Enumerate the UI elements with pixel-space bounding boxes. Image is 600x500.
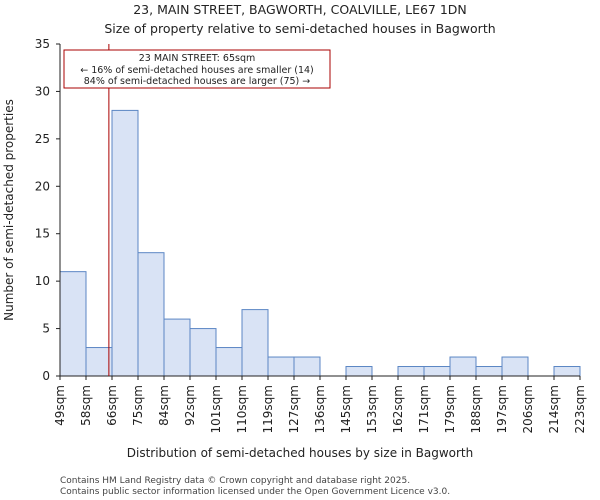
x-tick-label: 136sqm	[313, 385, 327, 433]
y-tick-label: 15	[35, 227, 50, 241]
footer-line-1: Contains HM Land Registry data © Crown c…	[60, 476, 410, 486]
x-tick-label: 119sqm	[261, 385, 275, 433]
bar-101sqm	[215, 347, 243, 377]
annotation-line-3: 84% of semi-detached houses are larger (…	[84, 76, 311, 87]
bar-49sqm	[59, 271, 87, 377]
bar-66sqm	[111, 109, 139, 377]
bar-197sqm	[501, 356, 529, 377]
x-tick-label: 171sqm	[417, 385, 431, 433]
y-axis-ticks: 0 5 10 15 20 25 30 35	[35, 37, 60, 383]
bars-group	[59, 109, 581, 377]
y-tick-label: 25	[35, 132, 50, 146]
bar-58sqm	[85, 347, 113, 377]
y-axis-label: Number of semi-detached properties	[2, 99, 16, 321]
bar-84sqm	[163, 318, 191, 377]
bar-92sqm	[189, 328, 217, 377]
x-tick-label: 127sqm	[287, 385, 301, 433]
y-tick-label: 0	[42, 369, 50, 383]
footer-line-2: Contains public sector information licen…	[60, 487, 450, 497]
x-tick-label: 197sqm	[495, 385, 509, 433]
x-tick-label: 110sqm	[235, 385, 249, 433]
bar-127sqm	[293, 356, 321, 377]
x-tick-label: 101sqm	[209, 385, 223, 433]
x-tick-label: 92sqm	[183, 385, 197, 426]
annotation-box	[63, 49, 331, 89]
bar-188sqm	[475, 366, 503, 377]
x-tick-label: 145sqm	[339, 385, 353, 433]
annotation-line-1: 23 MAIN STREET: 65sqm	[139, 53, 255, 64]
chart-subtitle: Size of property relative to semi-detach…	[104, 21, 495, 36]
bar-179sqm	[449, 356, 477, 377]
y-tick-label: 30	[35, 84, 50, 98]
x-tick-label: 162sqm	[391, 385, 405, 433]
bar-110sqm	[241, 309, 269, 377]
x-tick-label: 84sqm	[157, 385, 171, 426]
x-tick-label: 58sqm	[79, 385, 93, 426]
y-tick-label: 20	[35, 179, 50, 193]
x-tick-label: 49sqm	[53, 385, 67, 426]
x-tick-label: 214sqm	[547, 385, 561, 433]
chart-title: 23, MAIN STREET, BAGWORTH, COALVILLE, LE…	[133, 2, 467, 17]
bar-75sqm	[137, 252, 165, 377]
annotation-line-2: ← 16% of semi-detached houses are smalle…	[80, 65, 314, 76]
y-tick-label: 10	[35, 274, 50, 288]
x-tick-label: 223sqm	[573, 385, 587, 433]
x-axis-label: Distribution of semi-detached houses by …	[127, 446, 474, 460]
bar-214sqm	[553, 366, 581, 377]
x-tick-label: 75sqm	[131, 385, 145, 426]
x-tick-label: 179sqm	[443, 385, 457, 433]
x-tick-label: 66sqm	[105, 385, 119, 426]
x-tick-label: 153sqm	[365, 385, 379, 433]
bar-119sqm	[267, 356, 295, 377]
y-tick-label: 5	[42, 322, 50, 336]
bar-171sqm	[423, 366, 451, 377]
x-tick-label: 188sqm	[469, 385, 483, 433]
y-tick-label: 35	[35, 37, 50, 51]
bar-145sqm	[345, 366, 373, 377]
bar-162sqm	[397, 366, 425, 377]
x-tick-label: 206sqm	[521, 385, 535, 433]
x-axis-ticks: 49sqm 58sqm 66sqm 75sqm 84sqm 92sqm 101sqm 110s…	[53, 376, 587, 433]
